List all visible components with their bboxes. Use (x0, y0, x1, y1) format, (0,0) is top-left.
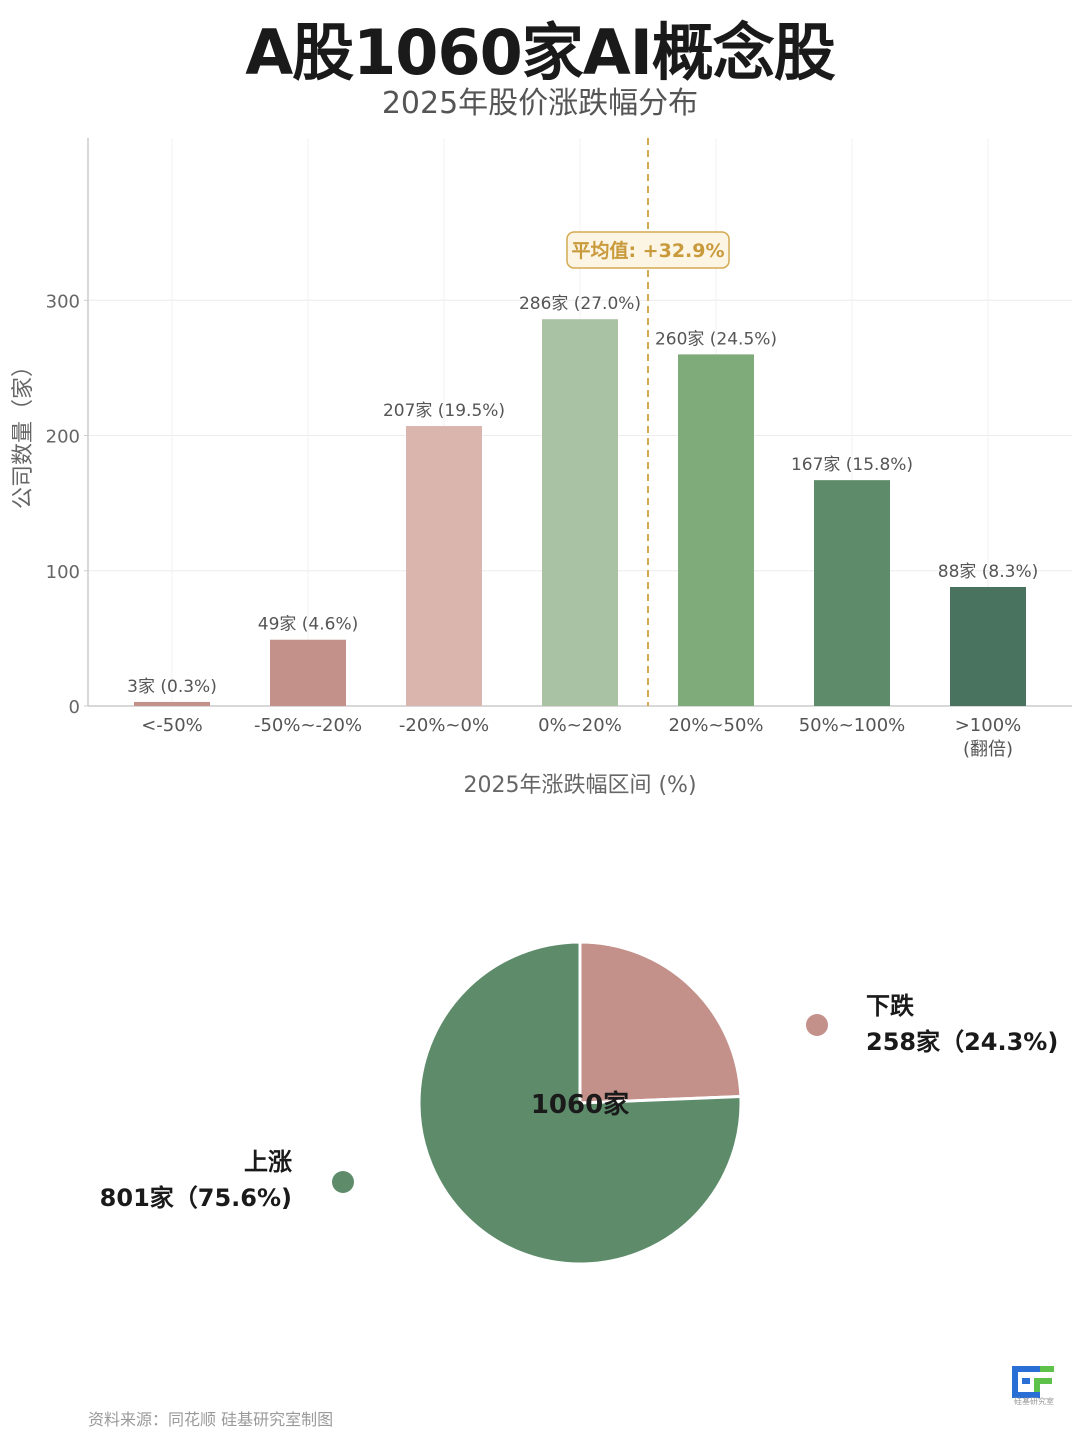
mean-label: 平均值: +32.9% (571, 239, 724, 262)
pie-legend-down-name: 下跌 (866, 992, 914, 1020)
pie-legend-down-value: 258家（24.3%) (866, 1028, 1059, 1056)
pie-legend-up: 上涨 801家（75.6%) (80, 1144, 292, 1216)
source-note: 资料来源：同花顺 硅基研究室制图 (88, 1410, 334, 1429)
bar (134, 701, 210, 706)
x-tick-label: <-50% (141, 715, 203, 736)
bar (814, 480, 890, 706)
bar-data-label: 3家 (0.3%) (127, 677, 217, 697)
mean-label-box (566, 231, 730, 269)
bar-data-label: 88家 (8.3%) (938, 562, 1039, 582)
pie-legend-down: 下跌 258家（24.3%) (866, 988, 1058, 1060)
x-tick-sublabel: (翻倍) (963, 739, 1013, 760)
x-tick-label: 0%~20% (538, 715, 622, 736)
y-tick-label: 300 (46, 291, 80, 312)
x-tick-label: 50%~100% (799, 715, 906, 736)
bar (406, 426, 482, 706)
y-axis-title: 公司数量（家） (11, 355, 36, 509)
x-tick-label: >100% (955, 715, 1022, 736)
bar-data-label: 167家 (15.8%) (791, 455, 913, 475)
pie-legend-down-dot (806, 1014, 828, 1036)
bar (678, 354, 754, 706)
bar (542, 319, 618, 706)
x-tick-label: -20%~0% (399, 715, 489, 736)
pie-slice (578, 940, 743, 1105)
bar (270, 639, 346, 706)
y-tick-label: 200 (46, 427, 80, 448)
bar (950, 586, 1026, 706)
pie-center-label: 1060家 (531, 1089, 629, 1120)
logo-icon (1012, 1366, 1054, 1398)
chart-title: A股1060家AI概念股 (245, 16, 836, 89)
x-tick-label: -50%~-20% (254, 715, 362, 736)
pie-legend-up-dot (332, 1171, 354, 1193)
logo-text: 硅基研究室 (1014, 1397, 1054, 1406)
y-tick-label: 0 (69, 697, 80, 718)
bar-data-label: 286家 (27.0%) (519, 294, 641, 314)
pie-slice (417, 940, 743, 1266)
bar-chart: 0 100 200 300 3家 (0.3%) <-50% 49家 (4.6%) -50%~-… (11, 138, 1072, 798)
bar-data-label: 260家 (24.5%) (655, 329, 777, 349)
bar-data-label: 49家 (4.6%) (258, 615, 359, 635)
pie-legend-up-value: 801家（75.6%) (99, 1184, 292, 1212)
x-tick-label: 20%~50% (668, 715, 763, 736)
x-axis-title: 2025年涨跌幅区间 (%) (463, 773, 696, 798)
y-tick-label: 100 (46, 562, 80, 583)
pie-legend-up-name: 上涨 (244, 1148, 292, 1176)
bar-data-label: 207家 (19.5%) (383, 401, 505, 421)
chart-subtitle: 2025年股价涨跌幅分布 (381, 86, 699, 121)
